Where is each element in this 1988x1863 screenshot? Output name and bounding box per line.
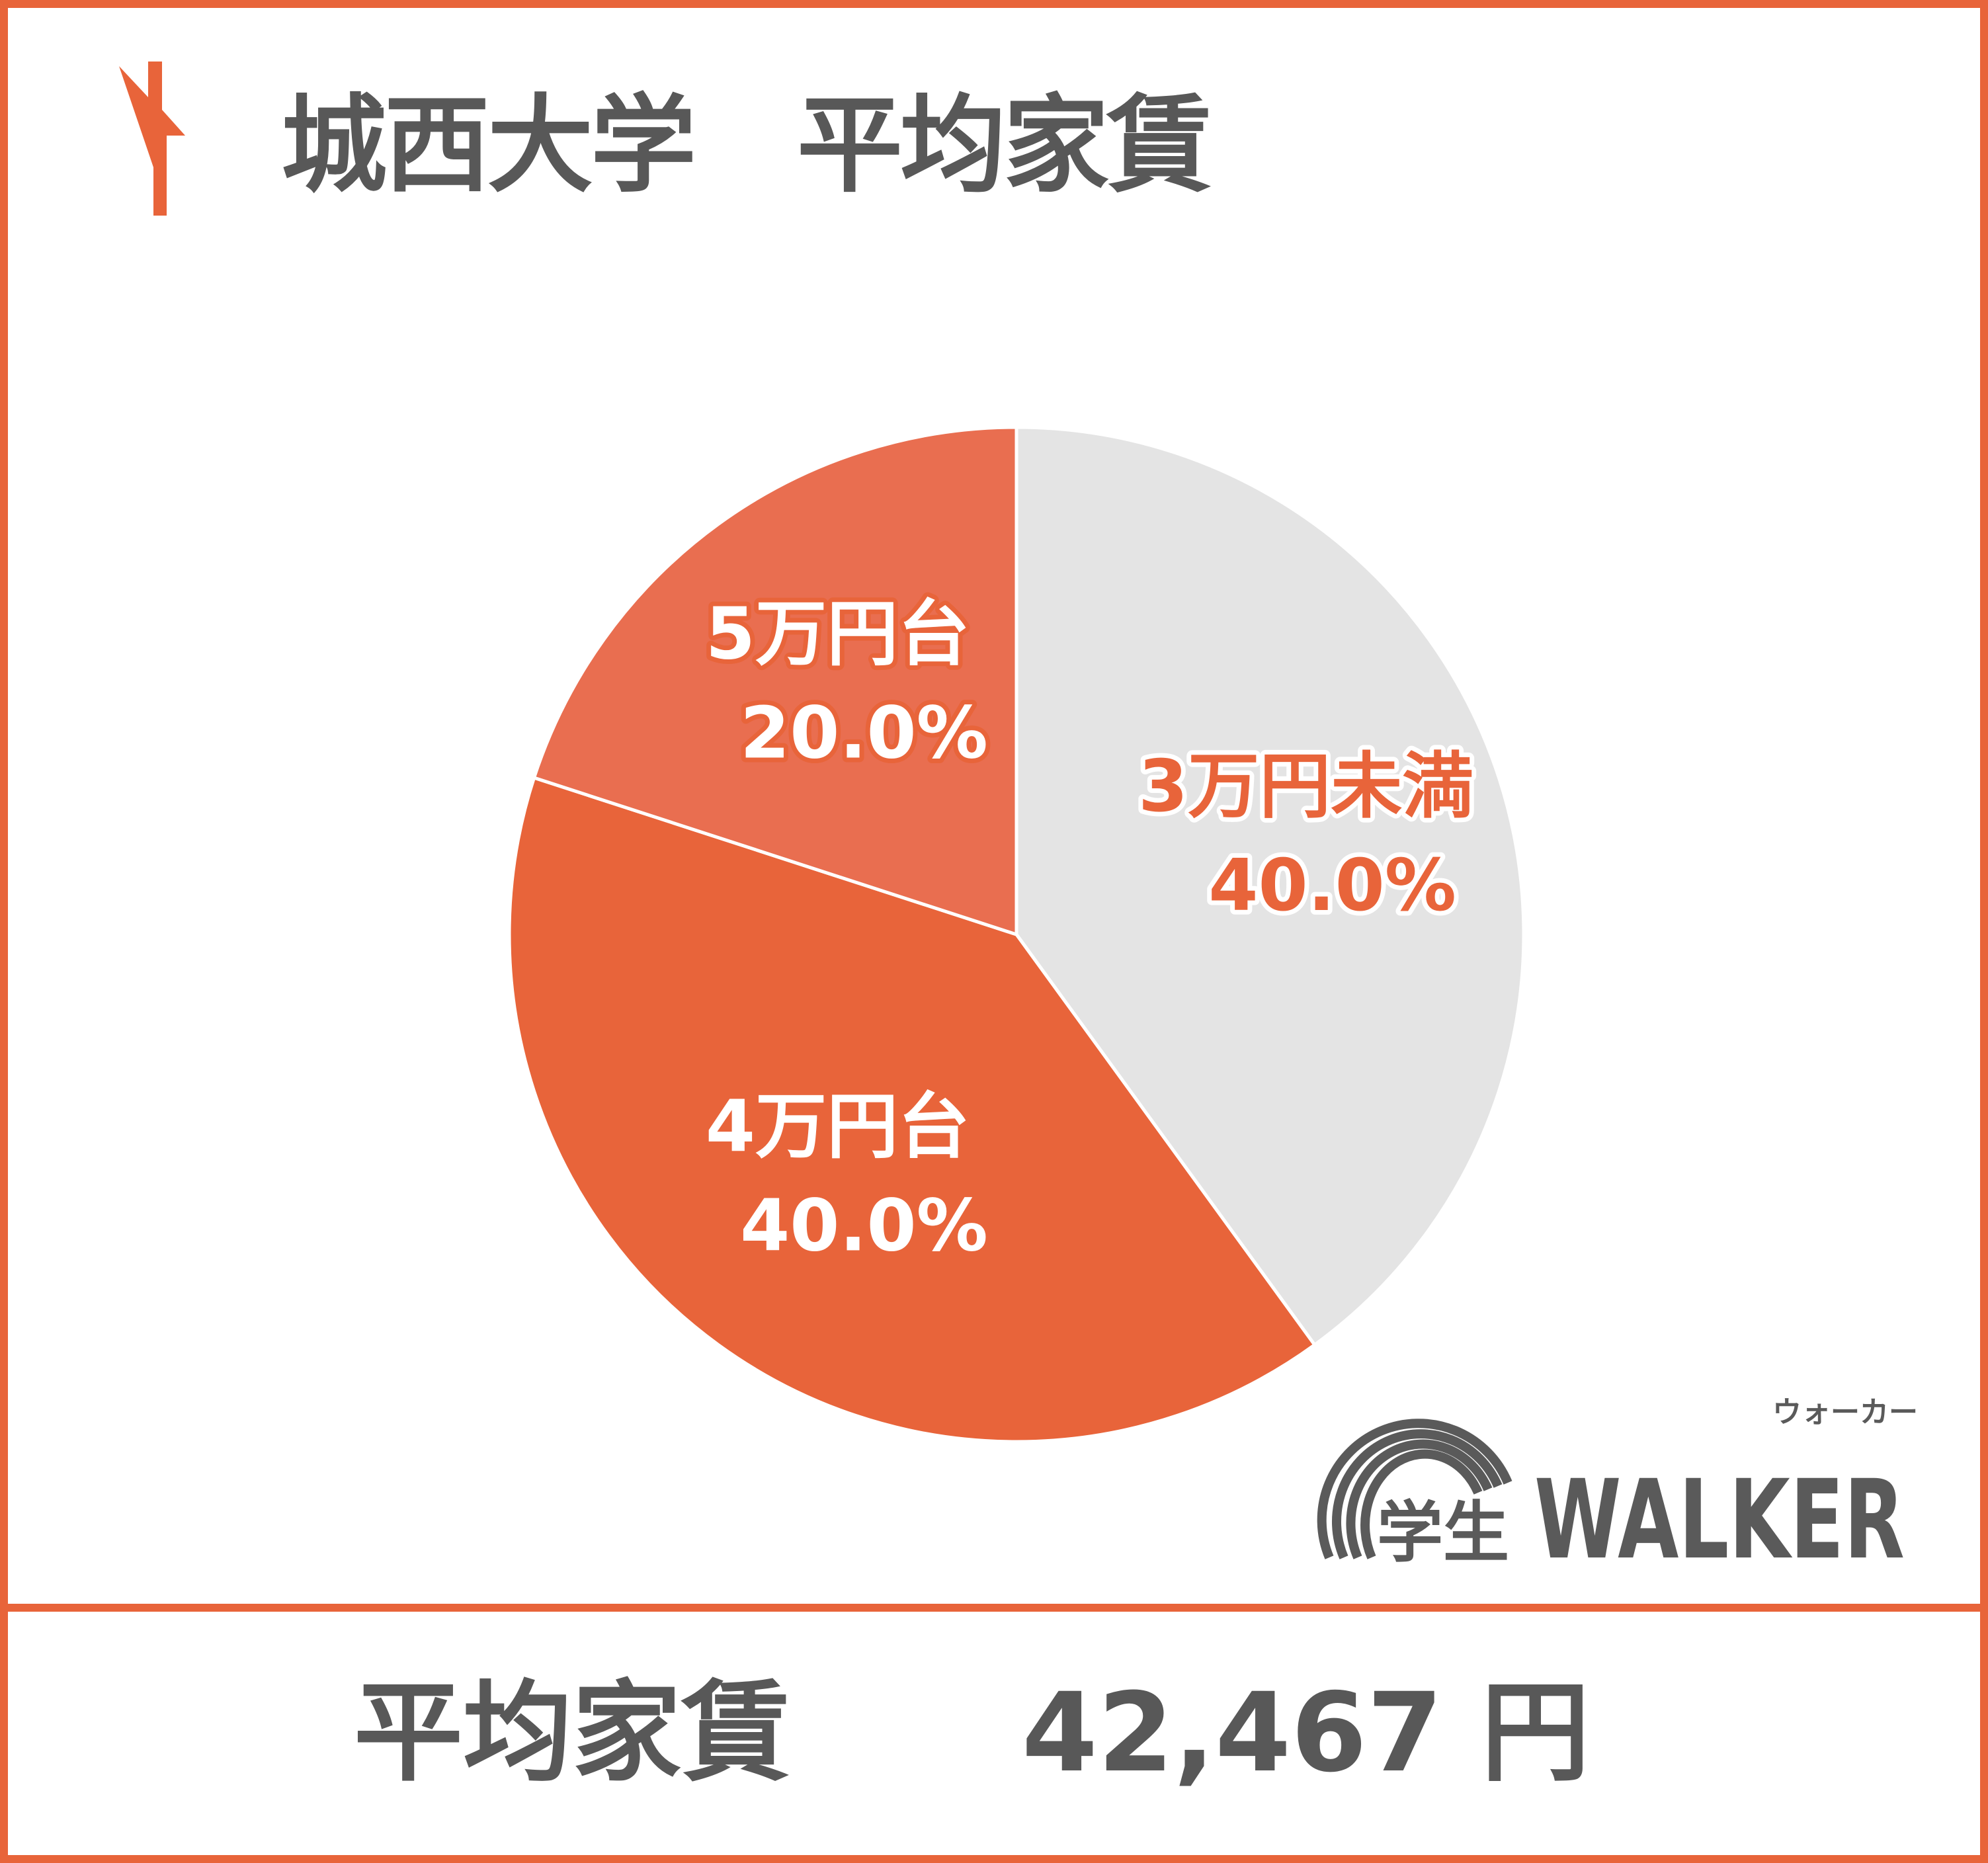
slice-percent: 20.0% <box>740 692 988 775</box>
average-rent-label: 平均家賃 <box>354 1669 790 1796</box>
gakusei-walker-logo: 学生 WALKER ウォーカー <box>1317 1395 1918 1567</box>
slice-percent: 40.0% <box>1208 845 1456 927</box>
house-icon <box>86 62 185 216</box>
slice-percent: 40.0% <box>740 1184 988 1267</box>
logo-walker-text: WALKER <box>1534 1456 1905 1567</box>
slice-label: 5万円台 <box>706 593 970 676</box>
slice-label: 4万円台 <box>706 1085 970 1168</box>
divider <box>0 1604 1988 1612</box>
slice-label: 3万円未満 <box>1138 745 1473 828</box>
pie-slice-2 <box>532 425 1018 937</box>
pie-slice-0 <box>1015 425 1526 1348</box>
logo-kana-text: ウォーカー <box>1772 1395 1918 1429</box>
pie-slice-1 <box>507 775 1317 1444</box>
page-title: 城西大学 平均家賃 <box>281 83 1212 207</box>
average-rent-value: 42,467 円 <box>1022 1669 1591 1796</box>
logo-gakusei-text: 学生 <box>1377 1494 1509 1567</box>
